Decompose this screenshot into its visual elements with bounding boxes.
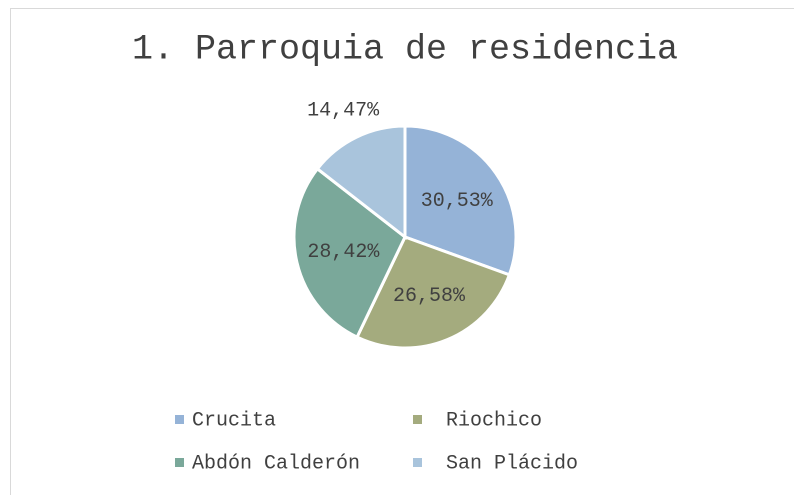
legend-marker [413, 415, 422, 424]
data-label: 30,53% [421, 190, 494, 213]
legend-label: Riochico [446, 409, 542, 432]
data-label: 14,47% [307, 100, 380, 123]
pie-slice [403, 124, 518, 277]
pie-slice [315, 124, 407, 241]
legend-marker [175, 415, 184, 424]
legend-label: Crucita [192, 409, 276, 432]
pie-slice [355, 235, 512, 350]
legend-marker [175, 458, 184, 467]
data-label: 28,42% [307, 241, 380, 264]
chart-title: 1. Parroquia de residencia [132, 29, 678, 69]
pie-slice [292, 166, 407, 340]
data-label: 26,58% [393, 285, 466, 308]
legend-label: San Plácido [446, 452, 578, 475]
legend-label: Abdón Calderón [192, 452, 360, 475]
legend-marker [413, 458, 422, 467]
